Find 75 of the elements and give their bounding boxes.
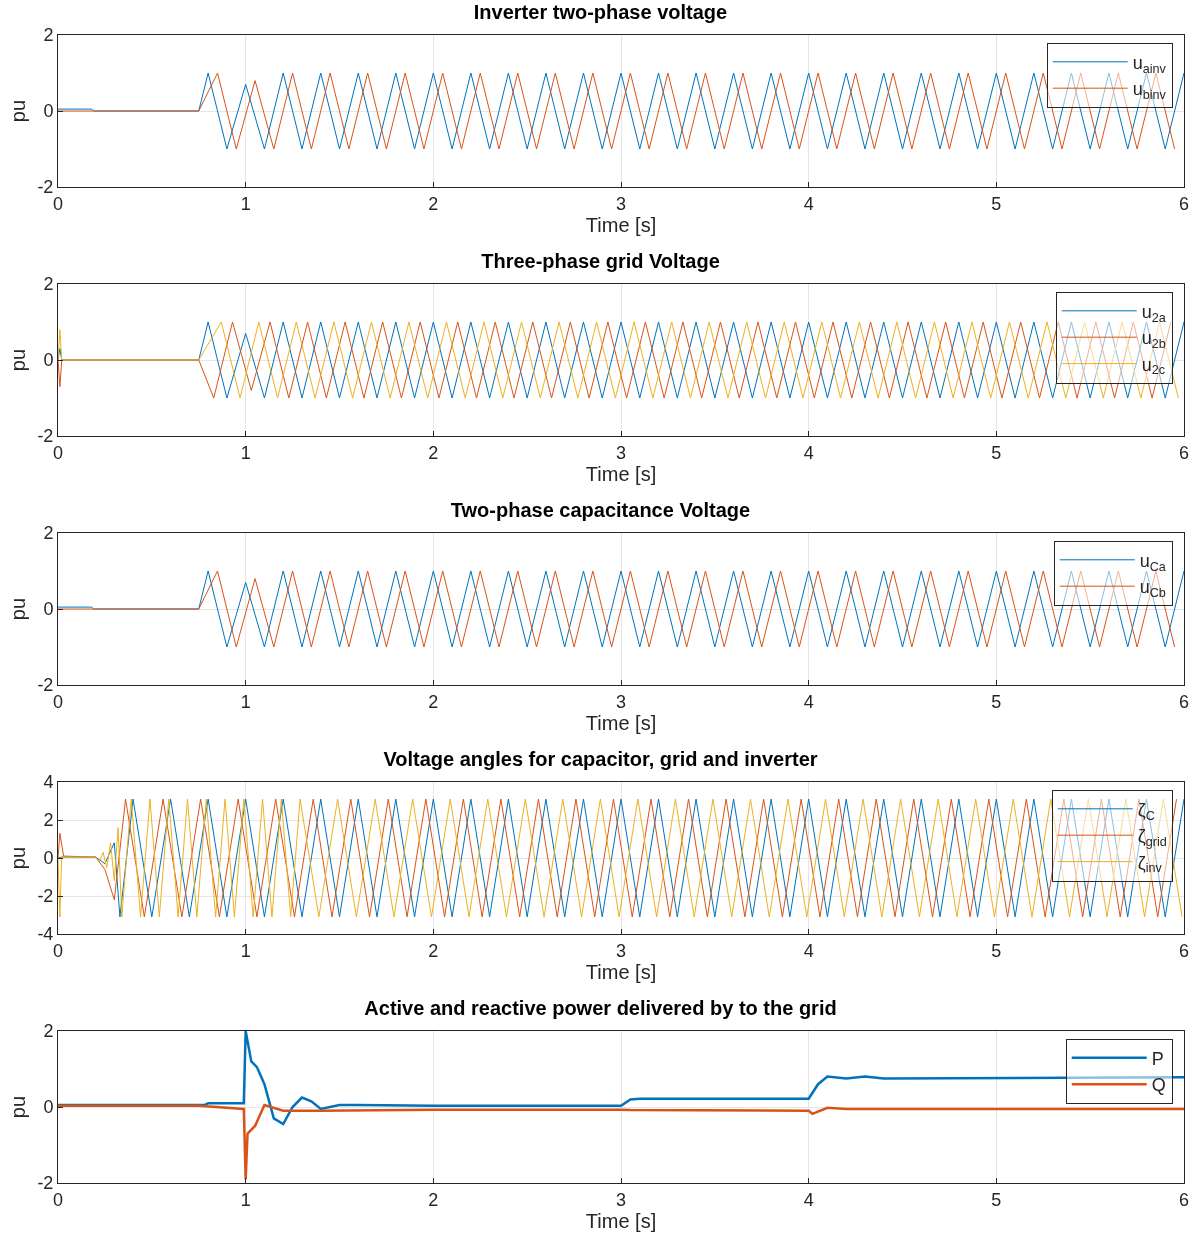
x-tick-label: 5: [991, 940, 1002, 961]
legend-label: u$_{ainv}$: [1132, 52, 1167, 76]
legend-label: ζ$_{inv}$: [1137, 852, 1163, 876]
x-tick-label: 6: [1178, 940, 1190, 961]
y-tick-label: 2: [43, 523, 54, 544]
x-tick-label: 3: [615, 193, 627, 214]
x-tick-label: 5: [991, 442, 1002, 463]
x-axis-title: Time [s]: [585, 960, 657, 983]
x-tick-label: 1: [240, 193, 251, 214]
legend-label: ζ$_{C}$: [1137, 799, 1155, 823]
x-tick-label: 6: [1178, 1189, 1190, 1210]
y-tick-label: 0: [43, 599, 54, 620]
chart-title: Voltage angles for capacitor, grid and inverter: [383, 748, 818, 770]
y-tick-label: 4: [43, 772, 54, 793]
legend-label: u$_{2a}$: [1141, 301, 1166, 325]
legend-label: ζ$_{grid}$: [1137, 826, 1167, 849]
x-tick-label: 4: [803, 691, 814, 712]
y-tick-label: 2: [43, 810, 54, 831]
x-tick-label: 1: [240, 442, 251, 463]
y-axis-title: pu: [6, 348, 29, 372]
x-axis-title: Time [s]: [585, 462, 657, 485]
legend-label: Q: [1151, 1075, 1166, 1096]
legend-label: u$_{Cb}$: [1139, 577, 1166, 600]
x-tick-label: 4: [803, 940, 814, 961]
y-tick-label: 0: [43, 101, 54, 122]
chart-title: Three-phase grid Voltage: [481, 250, 720, 272]
y-axis-title: pu: [6, 846, 29, 870]
x-tick-label: 5: [991, 691, 1002, 712]
y-tick-label: 2: [43, 1021, 54, 1042]
y-tick-label: 0: [43, 350, 54, 371]
x-tick-label: 3: [615, 691, 627, 712]
x-tick-label: 2: [428, 940, 439, 961]
x-tick-label: 2: [428, 193, 439, 214]
x-tick-label: 6: [1178, 193, 1190, 214]
x-axis-title: Time [s]: [585, 1209, 657, 1232]
y-tick-label: 0: [43, 848, 54, 869]
x-tick-label: 1: [240, 691, 251, 712]
chart-title: Inverter two-phase voltage: [473, 1, 728, 23]
x-tick-label: 4: [803, 1189, 814, 1210]
y-axis-title: pu: [6, 1095, 29, 1119]
x-tick-label: 5: [991, 1189, 1002, 1210]
x-tick-label: 4: [803, 193, 814, 214]
legend-label: u$_{binv}$: [1132, 79, 1167, 102]
legend-label: u$_{Ca}$: [1139, 550, 1166, 574]
x-tick-label: 3: [615, 940, 627, 961]
y-tick-label: 2: [43, 274, 54, 295]
x-axis-title: Time [s]: [585, 711, 657, 734]
y-tick-label: -2: [37, 886, 54, 907]
x-tick-label: 2: [428, 691, 439, 712]
line-series: [58, 1103, 1184, 1181]
y-tick-label: 0: [43, 1097, 54, 1118]
chart-title: Active and reactive power delivered by to the grid: [364, 997, 837, 1019]
y-tick-label: -2: [37, 1173, 54, 1194]
x-tick-label: 2: [428, 442, 439, 463]
x-tick-label: 6: [1178, 442, 1190, 463]
x-tick-label: 1: [240, 940, 251, 961]
y-tick-label: -2: [37, 426, 54, 447]
x-tick-label: 3: [615, 1189, 627, 1210]
x-axis-title: Time [s]: [585, 213, 657, 236]
x-tick-label: 1: [240, 1189, 251, 1210]
chart-title: Two-phase capacitance Voltage: [450, 499, 751, 521]
x-tick-label: 6: [1178, 691, 1190, 712]
x-tick-label: 4: [803, 442, 814, 463]
legend-label: P: [1151, 1048, 1164, 1069]
x-tick-label: 3: [615, 442, 627, 463]
y-tick-label: 2: [43, 25, 54, 46]
legend-label: u$_{2c}$: [1141, 354, 1166, 378]
y-axis-title: pu: [6, 597, 29, 621]
y-tick-label: -2: [37, 675, 54, 696]
y-tick-label: -4: [37, 924, 54, 945]
y-axis-title: pu: [6, 99, 29, 123]
legend-label: u$_{2b}$: [1141, 328, 1166, 351]
x-tick-label: 5: [991, 193, 1002, 214]
x-tick-label: 2: [428, 1189, 439, 1210]
y-tick-label: -2: [37, 177, 54, 198]
